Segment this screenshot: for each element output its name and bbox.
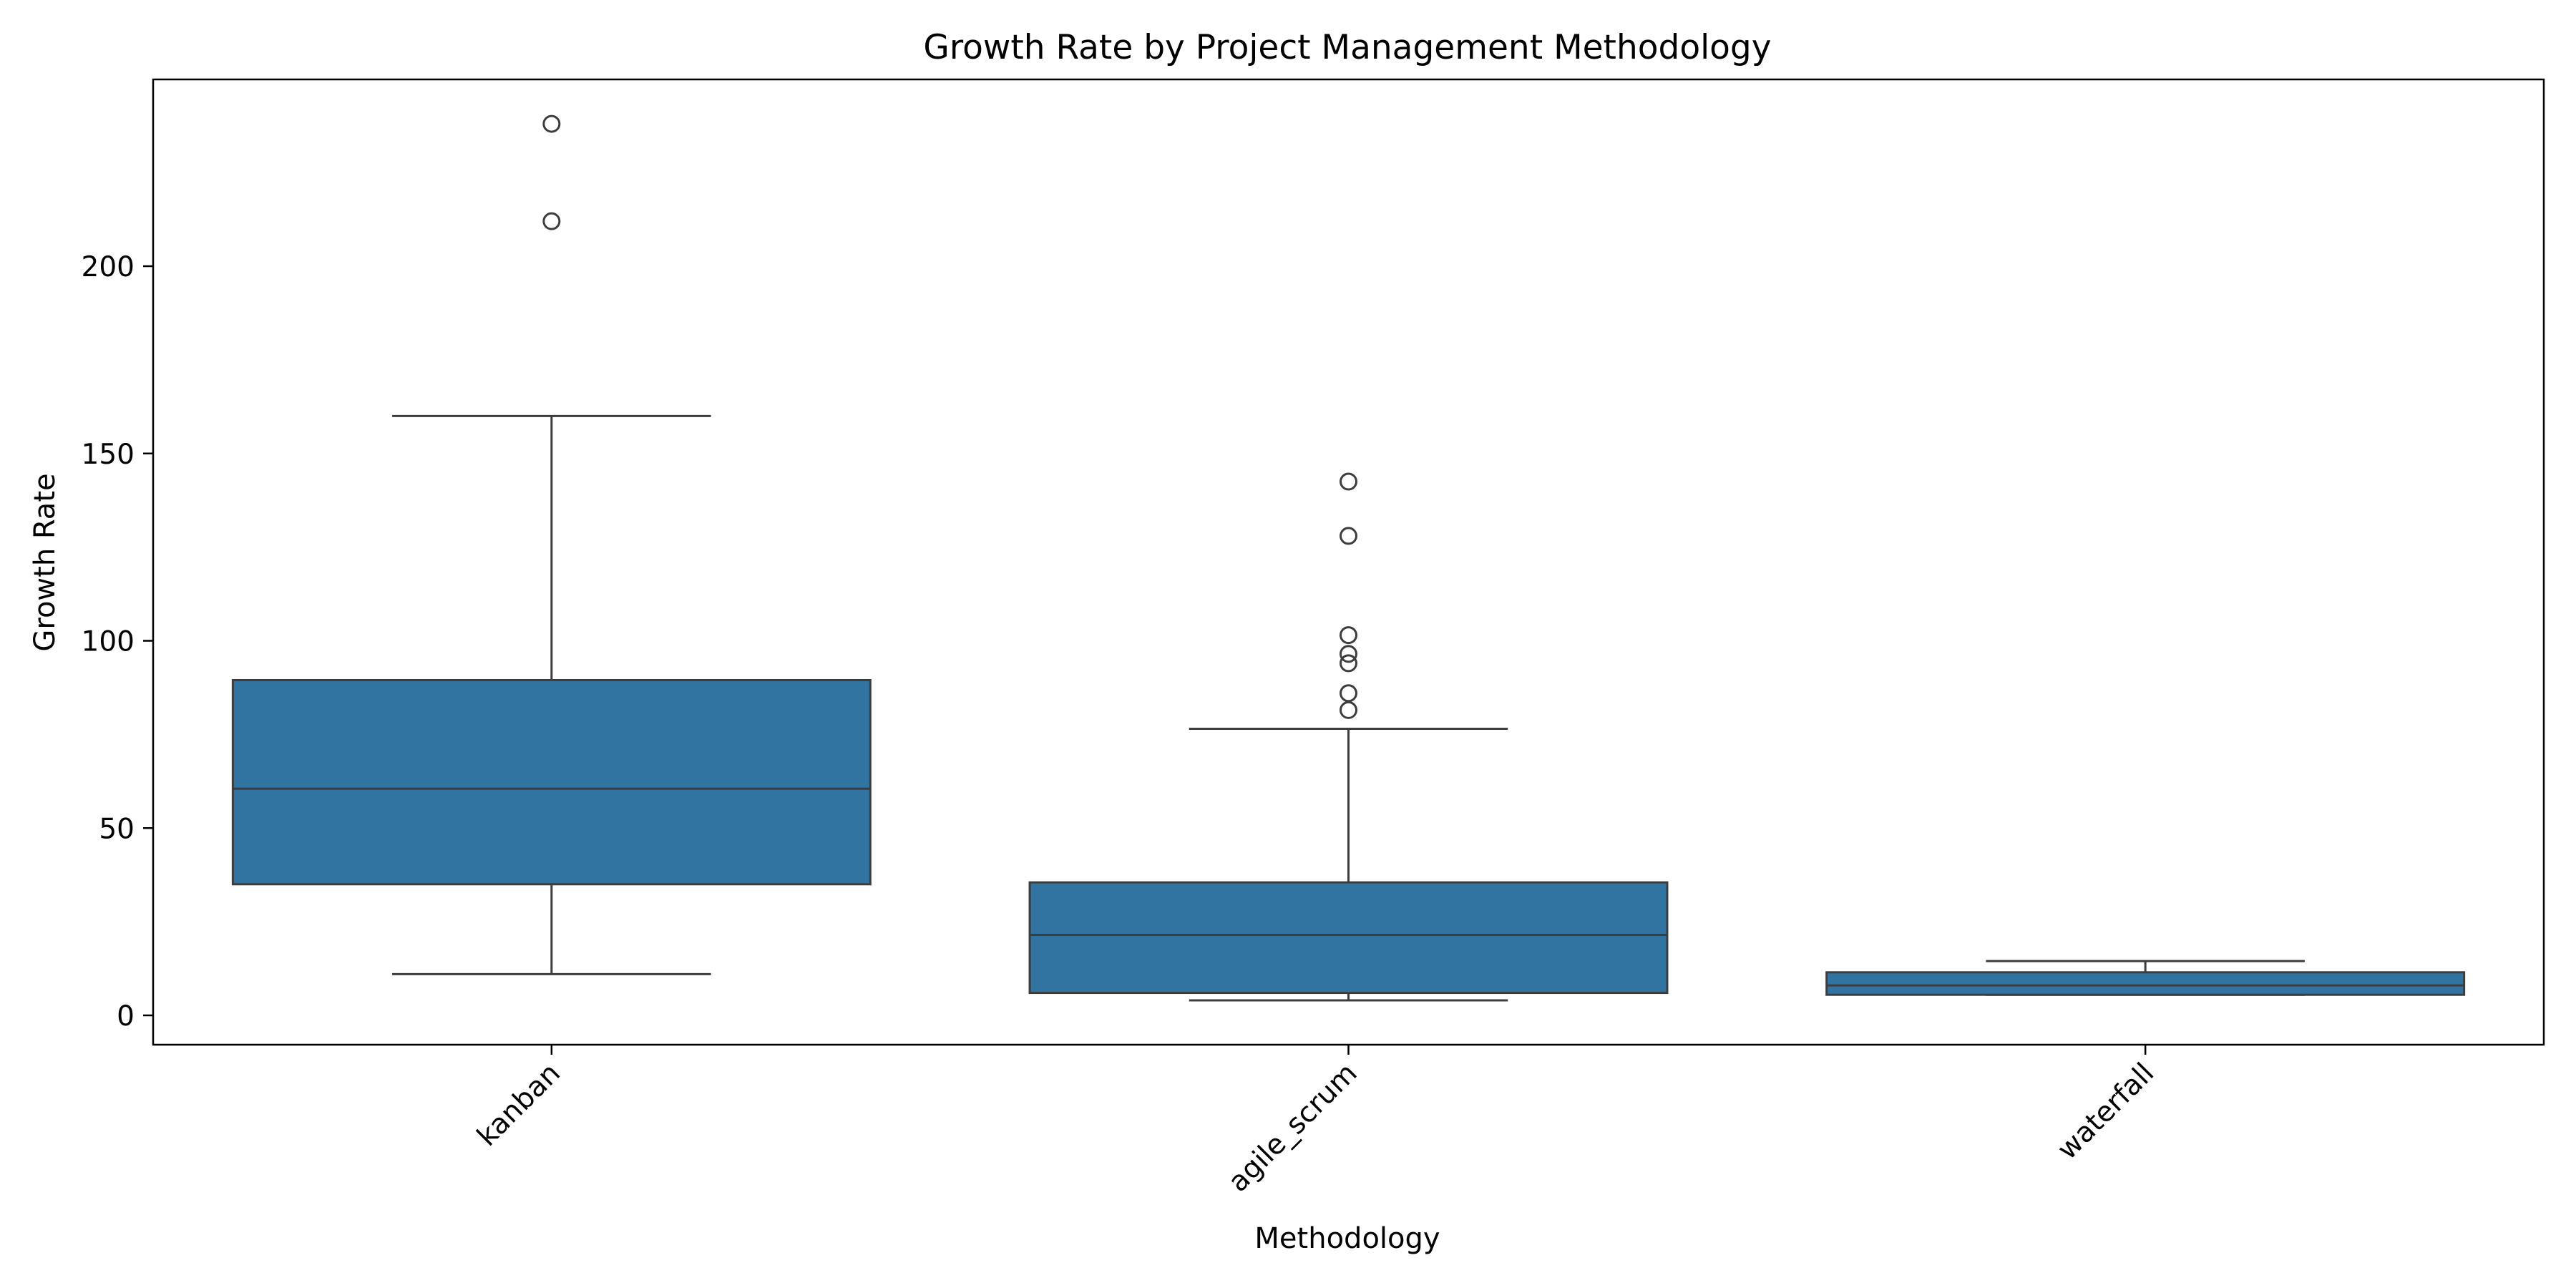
outlier-point <box>542 114 561 133</box>
y-axis-title: Growth Rate <box>29 473 62 651</box>
box-iqr <box>231 678 872 886</box>
outlier-point <box>1340 654 1357 673</box>
plot-frame <box>152 78 2545 1046</box>
outlier-point <box>542 212 561 230</box>
y-tick-label: 200 <box>82 251 135 283</box>
y-tick-label: 150 <box>82 439 135 471</box>
box-iqr <box>1028 881 1669 995</box>
x-axis-title: Methodology <box>1254 1222 1440 1255</box>
y-tick-label: 50 <box>99 813 135 845</box>
y-tick-label: 0 <box>117 1000 135 1033</box>
outlier-point <box>1340 701 1357 719</box>
outlier-point <box>1340 684 1357 703</box>
y-tick-label: 100 <box>82 626 135 658</box>
outlier-point <box>1340 472 1357 491</box>
outlier-point <box>1340 527 1357 545</box>
chart-title: Growth Rate by Project Management Method… <box>923 28 1771 67</box>
outlier-point <box>1340 626 1357 645</box>
box-iqr <box>1825 971 2466 996</box>
outlier-point <box>1340 645 1357 663</box>
